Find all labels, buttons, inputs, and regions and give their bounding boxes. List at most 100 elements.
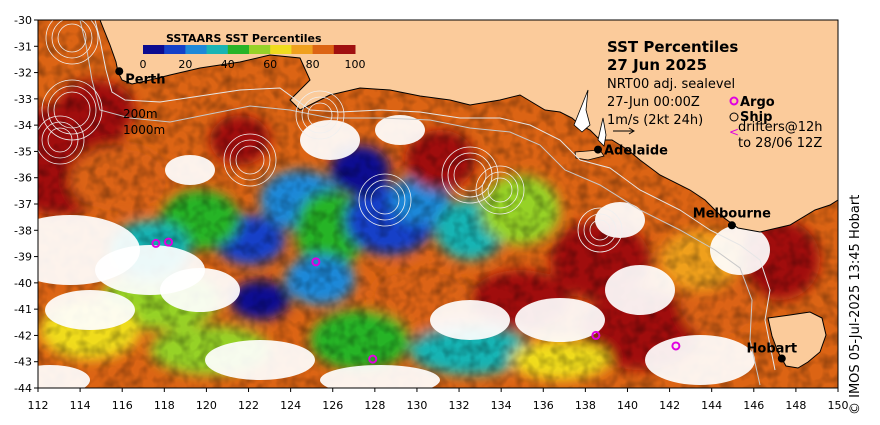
eddy-contour xyxy=(370,185,400,215)
header-line-1: NRT00 adj. sealevel xyxy=(607,77,735,92)
map-date: 27 Jun 2025 xyxy=(607,56,707,74)
eddy-contour xyxy=(307,102,333,128)
colorbar-tick-label: 60 xyxy=(263,58,277,71)
y-tick-label: -41 xyxy=(14,303,32,316)
cloud-gap xyxy=(205,340,315,380)
isobath-1000m xyxy=(79,20,761,386)
eddy-contour xyxy=(577,207,623,253)
map-title: SST Percentiles xyxy=(607,38,738,56)
velocity-scale-arrowhead xyxy=(628,127,635,135)
argo-float-marker xyxy=(311,257,321,267)
cloud-gap xyxy=(320,365,440,388)
argo-legend-icon xyxy=(729,96,739,106)
isobath-200m xyxy=(94,20,776,371)
colorbar-tick-label: 40 xyxy=(221,58,235,71)
argo-float-marker xyxy=(591,330,601,340)
y-tick-label: -33 xyxy=(14,93,32,106)
eddy-contour xyxy=(301,96,339,134)
x-tick-label: 136 xyxy=(533,399,554,412)
y-tick-label: -40 xyxy=(14,277,32,290)
x-tick-label: 118 xyxy=(154,399,175,412)
argo-legend-label: Argo xyxy=(740,95,775,110)
cloud-gap xyxy=(515,298,605,342)
colorbar-swatch xyxy=(291,45,314,54)
y-tick-label: -43 xyxy=(14,356,32,369)
x-tick-label: 126 xyxy=(322,399,343,412)
city-label: Hobart xyxy=(747,342,798,357)
gulf-st-vincent xyxy=(597,117,607,147)
colorbar-title: SSTAARS SST Percentiles xyxy=(166,32,322,45)
cities: Perth Adelaide Melbourne Hobart xyxy=(115,67,798,363)
x-tick-label: 132 xyxy=(449,399,470,412)
isobath-label-200m: 200m xyxy=(123,107,158,121)
colorbar: SSTAARS SST Percentiles 0 20 40 60 80 100 xyxy=(140,32,366,71)
eddy-contour xyxy=(51,20,93,59)
city-marker xyxy=(115,67,124,76)
ship-legend-icon xyxy=(729,112,739,122)
y-tick-label: -34 xyxy=(14,119,32,132)
drifter-legend-label: drifters@12h xyxy=(738,120,823,135)
eddy-contour xyxy=(41,121,79,159)
eddy-contour xyxy=(223,133,277,187)
y-tick-label: -35 xyxy=(14,145,32,158)
cloud-gap xyxy=(300,120,360,160)
eddy-contour xyxy=(295,90,345,140)
eddy-contour xyxy=(589,219,611,241)
x-tick-label: 120 xyxy=(196,399,217,412)
x-tick-label: 138 xyxy=(575,399,596,412)
colorbar-swatch xyxy=(164,45,186,54)
colorbar-swatch xyxy=(227,45,250,54)
colorbar-tick-label: 0 xyxy=(140,58,147,71)
x-tick-label: 116 xyxy=(112,399,133,412)
cloud-gap xyxy=(38,365,90,388)
eddy-contour xyxy=(475,165,525,215)
eddy-contour xyxy=(47,127,73,153)
x-tick-label: 144 xyxy=(701,399,722,412)
y-axis: -30 -31 -32 -33 -34 -35 -36 -37 -38 -39 -40 -41 -42 -… xyxy=(14,14,38,395)
land-australia xyxy=(99,20,838,233)
x-tick-label: 130 xyxy=(406,399,427,412)
eddy-contour xyxy=(441,146,499,204)
colorbar-tick-label: 20 xyxy=(178,58,192,71)
eddy-contour xyxy=(38,115,85,165)
spencer-gulf xyxy=(573,89,591,133)
x-axis: 112 114 116 118 120 122 124 126 128 130 132 134 136 1… xyxy=(28,388,849,412)
eddy-contour xyxy=(235,145,265,175)
y-tick-label: -37 xyxy=(14,198,32,211)
city-marker xyxy=(594,145,602,154)
copyright-credit: © IMOS 05-Jul-2025 13:45 Hobart xyxy=(848,194,863,415)
eddy-contour xyxy=(229,139,271,181)
city-label: Melbourne xyxy=(693,206,771,221)
city-label: Perth xyxy=(125,72,165,87)
x-tick-label: 142 xyxy=(659,399,680,412)
x-tick-label: 146 xyxy=(743,399,764,412)
eddy-contour xyxy=(447,152,493,198)
argo-floats xyxy=(151,237,681,364)
y-tick-label: -44 xyxy=(14,382,32,395)
x-tick-label: 124 xyxy=(280,399,301,412)
drifter-legend-time: to 28/06 12Z xyxy=(738,136,822,151)
sea-level-contours xyxy=(38,20,623,253)
ship-legend-label: Ship xyxy=(740,110,772,125)
x-tick-label: 128 xyxy=(364,399,385,412)
colorbar-swatch xyxy=(185,45,208,54)
cloud-gap xyxy=(645,335,755,385)
x-tick-label: 122 xyxy=(238,399,259,412)
eddy-contour xyxy=(47,85,97,135)
eddy-contour xyxy=(57,23,87,53)
isobath-label-1000m: 1000m xyxy=(123,123,165,137)
cloud-gap xyxy=(605,265,675,315)
eddy-contour xyxy=(487,177,513,203)
y-tick-label: -36 xyxy=(14,172,32,185)
land-tasmania xyxy=(767,311,827,369)
city-marker xyxy=(727,221,736,230)
argo-float-marker xyxy=(164,237,174,247)
argo-float-marker xyxy=(368,354,378,364)
eddy-contour xyxy=(453,158,487,192)
y-tick-label: -42 xyxy=(14,329,32,342)
y-tick-label: -31 xyxy=(14,40,32,53)
x-tick-label: 134 xyxy=(491,399,512,412)
eddy-contour xyxy=(53,91,91,129)
cloud-gap xyxy=(45,290,135,330)
